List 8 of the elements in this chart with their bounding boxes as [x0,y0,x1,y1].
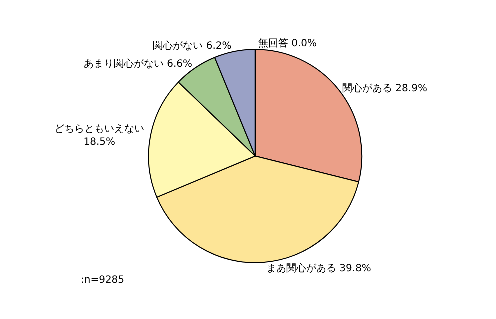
slice-label: あまり関心がない 6.6% [84,58,192,70]
slice-label: まあ関心がある 39.8% [266,262,372,275]
slice-label: 関心がある 28.9% [342,82,428,94]
slice-label: どちらともいえない [54,124,145,136]
text: :n=9285 [81,275,125,286]
data-label: 18.5% [84,137,116,148]
slice-label: 関心がない 6.2% [153,40,232,52]
category-label: 無回答 0.0% [258,38,318,50]
